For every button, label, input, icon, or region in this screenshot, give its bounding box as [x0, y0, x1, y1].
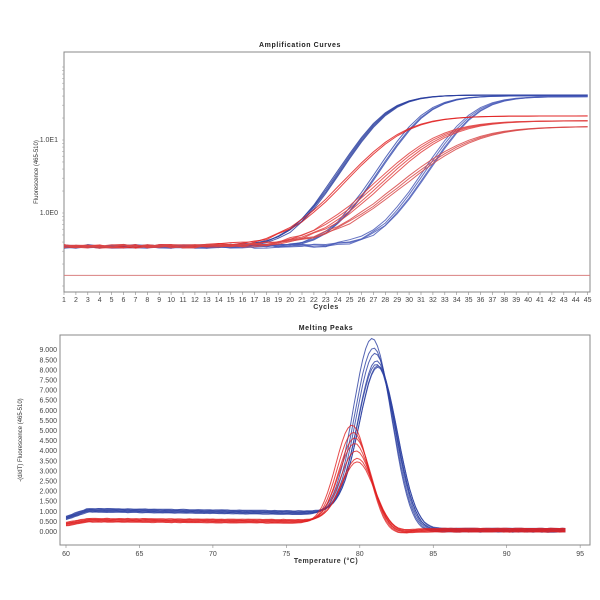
x-tick-label: 30: [405, 297, 413, 304]
x-tick-label: 45: [584, 297, 592, 304]
x-tick-label: 65: [136, 551, 144, 558]
x-tick-label: 6: [122, 297, 126, 304]
x-tick-label: 35: [465, 297, 473, 304]
x-tick-label: 15: [227, 297, 235, 304]
y-tick-label: 7.000: [39, 388, 57, 395]
y-tick-label: 8.000: [39, 367, 57, 374]
x-tick-label: 28: [381, 297, 389, 304]
melting-title: Melting Peaks: [299, 325, 353, 332]
x-tick-label: 18: [262, 297, 270, 304]
x-tick-label: 11: [179, 297, 186, 304]
x-tick-label: 23: [322, 297, 330, 304]
y-tick-label: 6.000: [39, 408, 57, 415]
y-tick-label: 3.500: [39, 458, 57, 465]
amplification-curve: [63, 126, 588, 249]
y-tick-label: 5.000: [39, 428, 57, 435]
x-tick-label: 40: [524, 297, 532, 304]
y-tick-label: 4.500: [39, 438, 57, 445]
x-tick-label: 32: [429, 297, 437, 304]
x-tick-label: 1: [62, 297, 66, 304]
melting-curve: [65, 457, 566, 531]
x-tick-label: 20: [286, 297, 294, 304]
x-tick-label: 12: [191, 297, 199, 304]
x-tick-label: 24: [334, 297, 342, 304]
x-tick-label: 31: [417, 297, 425, 304]
y-tick-label: 5.500: [39, 418, 57, 425]
melting-y-label: -(d/dT) Fluorescence (465-510): [18, 398, 24, 481]
x-tick-label: 38: [500, 297, 508, 304]
y-tick-label: 1.500: [39, 499, 57, 506]
x-tick-label: 80: [356, 551, 364, 558]
x-tick-label: 39: [512, 297, 520, 304]
x-tick-label: 10: [167, 297, 175, 304]
x-tick-label: 8: [145, 297, 149, 304]
amplification-ticks: 1 2 3 4 5 6 7 8 9 10 11 12 13 14 15 16 17 18 19 20 21 22 23 24 2…: [40, 66, 592, 304]
x-tick-label: 22: [310, 297, 318, 304]
x-tick-label: 90: [503, 551, 511, 558]
x-tick-label: 19: [274, 297, 282, 304]
x-tick-label: 43: [560, 297, 568, 304]
amplification-curve: [63, 126, 588, 249]
y-tick-label: 3.000: [39, 468, 57, 475]
melting-ticks: 60 65 70 75 80 85 90 95 0.000 0.500 1.000 1.500 2.00…: [39, 347, 584, 558]
y-tick-label: 0.500: [39, 519, 57, 526]
x-tick-label: 75: [282, 551, 290, 558]
y-tick-label: 2.500: [39, 479, 57, 486]
y-tick-label: 2.000: [39, 489, 57, 496]
y-tick-label: 7.500: [39, 378, 57, 385]
x-tick-label: 13: [203, 297, 211, 304]
y-tick-label: 4.000: [39, 448, 57, 455]
amplification-chart: Amplification Curves 1 2 3 4 5 6 7 8 9 10 11 12 13 14…: [34, 42, 592, 311]
x-tick-label: 42: [548, 297, 556, 304]
amplification-title: Amplification Curves: [259, 42, 341, 49]
x-tick-label: 34: [453, 297, 461, 304]
x-tick-label: 44: [572, 297, 580, 304]
amplification-plot-frame: [63, 51, 591, 293]
melting-plot-frame: [59, 334, 591, 546]
x-tick-label: 37: [489, 297, 497, 304]
melting-chart: Melting Peaks 60 65 70 75 80 85 90 95 0.000 0.500…: [18, 325, 591, 565]
amplification-x-label: Cycles: [313, 304, 339, 311]
x-tick-label: 17: [251, 297, 259, 304]
x-tick-label: 16: [239, 297, 247, 304]
y-tick-label: 9.000: [39, 347, 57, 354]
melting-curve: [65, 461, 566, 530]
x-tick-label: 7: [133, 297, 137, 304]
x-tick-label: 4: [98, 297, 102, 304]
x-tick-label: 14: [215, 297, 223, 304]
x-tick-label: 41: [536, 297, 544, 304]
x-tick-label: 70: [209, 551, 217, 558]
x-tick-label: 95: [576, 551, 584, 558]
x-tick-label: 26: [358, 297, 366, 304]
y-tick-label: 0.000: [39, 529, 57, 536]
y-tick-label: 1.0E1: [40, 137, 58, 144]
x-tick-label: 27: [370, 297, 378, 304]
y-tick-label: 6.500: [39, 398, 57, 405]
x-tick-label: 25: [346, 297, 354, 304]
amplification-y-label: Fluorescence (465-510): [34, 140, 40, 204]
x-tick-label: 5: [110, 297, 114, 304]
x-tick-label: 33: [441, 297, 449, 304]
x-tick-label: 85: [429, 551, 437, 558]
y-tick-label: 1.0E0: [40, 210, 58, 217]
x-tick-label: 9: [157, 297, 161, 304]
x-tick-label: 2: [74, 297, 78, 304]
x-tick-label: 36: [477, 297, 485, 304]
x-tick-label: 29: [393, 297, 401, 304]
x-tick-label: 3: [86, 297, 90, 304]
y-tick-label: 1.000: [39, 509, 57, 516]
melting-x-label: Temperature (°C): [294, 557, 358, 565]
amplification-lines: [63, 94, 590, 276]
x-tick-label: 21: [298, 297, 306, 304]
y-tick-label: 8.500: [39, 357, 57, 364]
melting-lines: [65, 337, 566, 534]
x-tick-label: 60: [62, 551, 70, 558]
